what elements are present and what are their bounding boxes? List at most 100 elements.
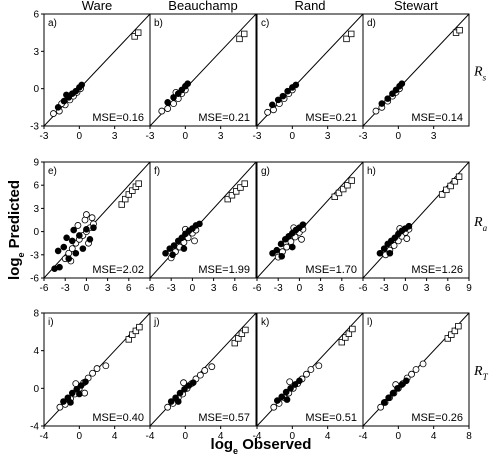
panel-f: -6 -3 0 3 6 f) MSE=1.99 — [146, 161, 257, 294]
panel-h: -6 -3 0 3 6 9 h) MSE=1.26 — [359, 161, 472, 294]
filled-circle-point — [398, 80, 406, 87]
open-circle-point — [403, 235, 411, 242]
y-tick-label: 3 — [33, 47, 39, 58]
x-tick-label: 0 — [297, 283, 303, 294]
open-circle-point — [89, 369, 96, 377]
y-tick-label: 9 — [33, 158, 39, 169]
row-label-main: R — [473, 215, 483, 230]
open-square-point — [241, 180, 248, 187]
open-circle-point — [201, 367, 209, 374]
open-square-point — [348, 177, 355, 184]
filled-circle-point — [274, 397, 281, 404]
panel-points — [376, 173, 463, 259]
filled-circle-point — [164, 99, 171, 106]
x-tick-label: 0 — [403, 283, 409, 294]
x-axis-title: loge Observed — [211, 436, 312, 456]
panel-a: -3 0 3 -3 0 3 6 a) MSE=0.16 — [30, 10, 151, 142]
filled-circle-point — [277, 240, 285, 248]
y-tick-label: -3 — [30, 122, 39, 133]
x-tick-label: -3 — [146, 131, 155, 142]
panel-label: h) — [367, 166, 376, 177]
filled-circle-point — [65, 255, 73, 262]
column-title: Stewart — [394, 0, 438, 13]
filled-circle-point — [184, 80, 191, 87]
panel-label: i) — [48, 317, 54, 328]
open-circle-point — [315, 362, 323, 370]
x-tick-label: 0 — [84, 283, 90, 294]
filled-circle-point — [196, 220, 203, 228]
panel-b: -3 0 3 b) MSE=0.21 — [146, 13, 257, 142]
panel-c: -3 0 3 c) MSE=0.21 — [253, 13, 364, 142]
open-square-point — [448, 331, 455, 338]
open-square-point — [129, 331, 136, 338]
filled-circle-point — [287, 385, 294, 392]
panel-label: c) — [261, 18, 269, 29]
panel-points — [158, 30, 248, 115]
open-square-point — [125, 336, 132, 343]
x-tick-label: -3 — [40, 131, 49, 142]
one-to-one-line — [150, 162, 256, 278]
filled-circle-point — [279, 92, 287, 100]
mse-label: MSE=2.02 — [92, 264, 144, 276]
filled-circle-point — [68, 237, 76, 245]
x-tick-label: 3 — [325, 131, 331, 142]
open-square-point — [456, 26, 463, 34]
panel-points — [377, 322, 462, 411]
x-tick-label: -3 — [167, 283, 176, 294]
open-square-point — [233, 188, 240, 195]
filled-circle-point — [189, 379, 197, 386]
y-axis-title-rest: Predicted — [6, 180, 23, 253]
open-circle-point — [88, 214, 96, 222]
filled-circle-point — [60, 398, 67, 405]
panel-i: -4 0 4 -4 0 4 8 i) MSE=0.40 — [30, 309, 151, 442]
open-circle-point — [377, 403, 385, 411]
x-tick-label: -4 — [359, 431, 368, 442]
filled-circle-point — [77, 382, 85, 389]
open-square-point — [348, 30, 355, 38]
x-tick-label: 9 — [466, 283, 472, 294]
open-square-point — [455, 173, 463, 180]
y-axis-title-sub: e — [16, 253, 26, 258]
mse-label: MSE=1.70 — [305, 264, 357, 276]
panel-points — [270, 325, 356, 411]
x-tick-label: 0 — [77, 431, 83, 442]
filled-circle-point — [83, 225, 90, 233]
x-tick-label: 0 — [190, 283, 196, 294]
panel-points — [264, 30, 355, 116]
open-circle-point — [298, 235, 305, 243]
open-square-point — [340, 185, 347, 193]
x-tick-label: 0 — [183, 431, 189, 442]
filled-circle-point — [394, 385, 401, 392]
panel-l: -4 0 4 8 l) MSE=0.26 — [359, 312, 472, 442]
open-square-point — [224, 195, 231, 203]
open-circle-point — [93, 365, 101, 372]
x-tick-label: 6 — [232, 283, 238, 294]
open-circle-point — [81, 389, 89, 397]
filled-circle-point — [386, 249, 394, 257]
filled-circle-point — [70, 226, 77, 234]
open-square-point — [455, 322, 462, 330]
open-square-point — [136, 323, 143, 331]
open-square-point — [237, 184, 244, 191]
open-square-point — [338, 338, 345, 346]
y-tick-label: 3 — [33, 204, 39, 215]
open-square-point — [241, 30, 248, 38]
filled-circle-point — [174, 398, 182, 405]
x-tick-label: -3 — [61, 283, 70, 294]
x-tick-label: 3 — [112, 131, 118, 142]
mse-label: MSE=0.26 — [411, 412, 463, 424]
open-square-point — [345, 330, 353, 337]
y-tick-label: -4 — [30, 422, 39, 433]
x-axis-title-main: log — [211, 436, 234, 453]
panel-points — [50, 29, 142, 117]
filled-circle-point — [170, 242, 178, 249]
filled-circle-point — [289, 243, 296, 251]
mse-label: MSE=0.21 — [198, 112, 250, 124]
filled-circle-point — [63, 91, 70, 99]
y-tick-label: 4 — [33, 346, 39, 357]
open-square-point — [231, 339, 238, 347]
open-square-point — [125, 191, 132, 198]
x-tick-label: 0 — [290, 131, 296, 142]
x-tick-label: 0 — [77, 131, 83, 142]
